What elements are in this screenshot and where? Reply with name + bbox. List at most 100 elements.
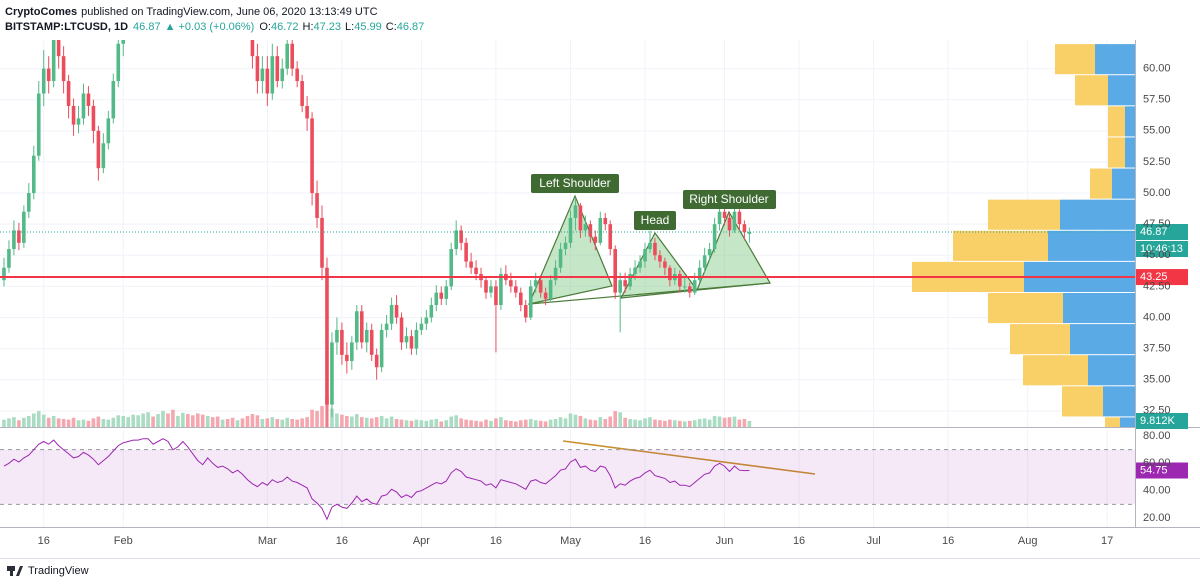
volume-bar: [205, 415, 210, 427]
annotation: Right Shoulder: [689, 192, 768, 206]
y-tick-label: 47.50: [1143, 218, 1171, 230]
volume-bar: [687, 420, 692, 427]
volume-bar: [459, 418, 463, 427]
volume-bar: [747, 420, 752, 427]
rsi-tag-bg: [1136, 462, 1188, 479]
candle-body: [265, 68, 270, 94]
volume-bar: [389, 416, 394, 427]
volume-bar: [116, 415, 121, 427]
volume-bar: [454, 415, 458, 427]
volume-bar: [71, 417, 76, 427]
volume-bar: [598, 417, 603, 427]
profile-up: [1125, 106, 1135, 137]
candle-body: [732, 211, 737, 231]
candle-body: [578, 205, 583, 231]
volume-bar: [141, 413, 145, 427]
volume-bar: [613, 411, 618, 427]
volume-bar: [66, 419, 71, 427]
x-tick-label: May: [560, 535, 581, 547]
profile-up: [1095, 44, 1135, 75]
tradingview-logo: [7, 566, 23, 576]
profile-down: [988, 199, 1060, 230]
candle-body: [593, 236, 598, 243]
volume-bar: [593, 420, 598, 427]
volume-bar: [573, 414, 578, 427]
publisher-line: CryptoComes published on TradingView.com,…: [5, 6, 378, 18]
profile-down: [1023, 355, 1088, 386]
candle-body: [330, 342, 334, 405]
volume-bar: [200, 414, 205, 427]
candle-body: [359, 311, 364, 343]
annotation: Left Shoulder: [539, 176, 610, 190]
candle-body: [523, 305, 528, 318]
volume-bar: [633, 419, 637, 427]
volume-bar: [275, 419, 280, 427]
profile-up: [1060, 199, 1135, 230]
candle-body: [270, 56, 275, 94]
volume-bar: [235, 420, 240, 427]
candle-body: [737, 211, 742, 225]
candle-body: [514, 286, 518, 293]
candle-body: [459, 230, 463, 243]
candle-body: [106, 118, 111, 144]
candle-body: [429, 305, 434, 318]
candle-body: [295, 68, 299, 82]
rsi-line: [3, 438, 750, 521]
profile-down: [1108, 106, 1125, 137]
volume-bar: [673, 420, 677, 427]
candle-body: [340, 329, 344, 355]
candle-body: [22, 211, 26, 243]
annotation: Head: [641, 213, 670, 227]
candle-body: [653, 242, 657, 256]
x-tick-label: Aug: [1018, 535, 1038, 547]
profile-down: [1055, 44, 1095, 75]
candle-body: [538, 280, 543, 293]
y-tick-label: 35.00: [1143, 374, 1171, 386]
symbol-line: BITSTAMP:LTCUSD, 1D 46.87 ▲ +0.03 (+0.06%)…: [5, 21, 424, 33]
volume-bar: [350, 416, 354, 427]
candle-body: [603, 217, 608, 225]
volume-bar: [479, 421, 483, 427]
volume-bar: [464, 419, 468, 427]
candle-body: [66, 81, 71, 106]
volume-bar: [543, 421, 548, 427]
candle-body: [638, 261, 642, 268]
countdown-tag: 10:46:13: [1140, 243, 1183, 255]
volume-bar: [310, 409, 314, 427]
rsi-tick-label: 80.00: [1143, 430, 1171, 442]
candle-body: [509, 280, 513, 287]
y-tick-label: 50.00: [1143, 187, 1171, 199]
label-box: [531, 174, 619, 193]
candle-body: [518, 292, 523, 306]
volume-bar: [682, 421, 687, 427]
volume-bar: [335, 413, 339, 427]
x-tick-label: Apr: [413, 535, 430, 547]
candle-body: [533, 280, 538, 287]
volume-bar: [474, 420, 478, 427]
logo-part: [16, 566, 23, 576]
profile-up: [1112, 168, 1135, 199]
candle-body: [399, 317, 404, 343]
candle-body: [687, 286, 692, 293]
candle-body: [568, 217, 573, 243]
x-tick-label: 16: [490, 535, 502, 547]
volume-bar: [220, 419, 225, 427]
candle-body: [419, 323, 424, 330]
volume-bar: [722, 417, 727, 427]
volume-bar: [230, 417, 235, 427]
volume-bar: [7, 418, 11, 427]
candle-body: [56, 40, 61, 57]
hline-tag: 43.25: [1140, 271, 1168, 283]
volume-bar: [280, 419, 285, 427]
y-tick-label: 37.50: [1143, 343, 1171, 355]
profile-down: [1075, 75, 1108, 106]
volume-bar: [161, 411, 165, 427]
candle-body: [608, 224, 613, 250]
volume-bar: [553, 419, 558, 427]
candle-body: [499, 273, 503, 306]
volume-bar: [136, 415, 140, 427]
candle-body: [623, 280, 627, 287]
x-tick-label: 17: [1101, 535, 1113, 547]
candle-body: [250, 40, 255, 57]
